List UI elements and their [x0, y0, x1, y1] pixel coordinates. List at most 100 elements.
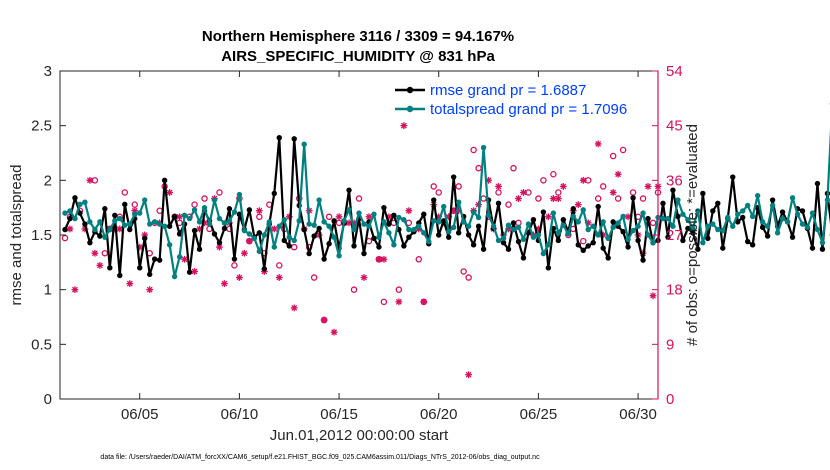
obs-possible-point — [555, 189, 562, 196]
spread-series-point — [102, 234, 108, 240]
left-tick-label: 1 — [44, 282, 52, 299]
obs-possible-point — [639, 195, 647, 202]
rmse-series-point — [580, 247, 586, 254]
obs-possible-point — [276, 262, 283, 269]
rmse-series-point — [764, 233, 771, 239]
obs-evaluated-point — [515, 195, 522, 202]
spread-series-point — [72, 215, 78, 222]
spread-series-point — [366, 223, 372, 229]
spread-series-point — [595, 232, 601, 238]
spread-series-point — [480, 144, 487, 151]
footer-data-file: data file: /Users/raeder/DAI/ATM_forcXX/… — [100, 454, 540, 461]
obs-possible-point — [619, 146, 627, 154]
rmse-series-point — [510, 220, 517, 226]
spread-series-point — [525, 221, 532, 227]
obs-evaluated-point — [365, 213, 373, 221]
obs-possible-point — [380, 298, 388, 306]
rmse-series-point — [779, 209, 786, 215]
rmse-series-point — [406, 234, 412, 240]
spread-series-point — [740, 208, 746, 214]
rmse-series-point — [246, 207, 253, 213]
rmse-series-point — [441, 218, 447, 224]
spread-series-point — [311, 222, 317, 228]
spread-series-point — [460, 219, 467, 225]
spread-series-point — [550, 210, 557, 216]
spread-series-point — [615, 220, 621, 226]
obs-evaluated-point — [191, 268, 198, 275]
obs-possible-point — [395, 286, 403, 293]
spread-series-point — [291, 237, 297, 244]
rmse-series-point — [176, 231, 183, 237]
spread-series-point — [446, 229, 452, 235]
spread-series-point — [112, 218, 118, 224]
rmse-series-point — [361, 250, 367, 257]
spread-series-point — [346, 207, 352, 213]
obs-evaluated-point — [360, 274, 368, 281]
spread-series-point — [789, 195, 796, 201]
rmse-series-point — [286, 243, 292, 249]
obs-evaluated-point — [290, 304, 298, 312]
rmse-series-point — [585, 243, 591, 249]
spread-series-point — [411, 226, 417, 233]
spread-series-point — [535, 232, 542, 238]
rmse-series-point — [715, 200, 721, 206]
obs-evaluated-point — [420, 298, 428, 306]
rmse-series-point — [730, 174, 736, 180]
right-tick-label: 0 — [666, 391, 674, 408]
legend-rmse-marker — [406, 86, 414, 94]
rmse-series-point — [720, 245, 726, 251]
x-tick-label: 06/30 — [619, 406, 657, 423]
rmse-series-point — [117, 272, 123, 279]
obs-possible-point — [201, 195, 208, 202]
obs-possible-point — [470, 146, 477, 154]
obs-possible-point — [256, 213, 263, 221]
obs-possible-point — [535, 195, 542, 202]
rmse-series-point — [610, 219, 616, 225]
right-tick-label: 9 — [666, 336, 674, 353]
obs-evaluated-point — [594, 140, 602, 148]
spread-series-point — [376, 234, 382, 240]
rmse-series-point — [645, 215, 651, 222]
obs-evaluated-point — [495, 183, 502, 190]
spread-series-point — [809, 210, 816, 216]
rmse-series-point — [107, 265, 113, 271]
spread-series-point — [236, 191, 243, 198]
rmse-series-point — [87, 239, 93, 246]
rmse-series-point — [690, 230, 696, 236]
spread-series-point — [819, 239, 826, 246]
rmse-series-point — [321, 256, 327, 262]
obs-evaluated-point — [465, 371, 473, 379]
rmse-series-point — [675, 213, 681, 220]
spread-series-point — [665, 215, 671, 222]
rmse-series-point — [421, 211, 427, 217]
rmse-series-point — [814, 180, 821, 187]
obs-evaluated-point — [579, 176, 587, 184]
left-tick-label: 0 — [44, 391, 52, 408]
rmse-series-point — [127, 226, 133, 233]
spread-series-point — [570, 213, 576, 220]
rmse-series-point — [231, 256, 238, 262]
spread-series-point — [470, 209, 477, 215]
spread-series-point — [540, 250, 547, 257]
x-tick-label: 06/20 — [420, 406, 458, 423]
obs-evaluated-point — [270, 225, 278, 233]
rmse-series-point — [256, 230, 263, 236]
obs-possible-point — [540, 177, 547, 184]
spread-series-point — [296, 218, 302, 224]
rmse-series-point — [480, 246, 487, 252]
rmse-series-point — [759, 224, 766, 231]
obs-evaluated-point — [71, 286, 79, 294]
spread-series-point — [764, 223, 771, 229]
spread-series-point — [450, 224, 457, 231]
rmse-series-point — [530, 216, 537, 223]
spread-series-point — [186, 215, 193, 222]
obs-possible-point — [216, 189, 223, 196]
rmse-series-point — [191, 227, 198, 234]
spread-series-point — [316, 197, 322, 203]
spread-series-point — [804, 224, 811, 231]
spread-series-point — [331, 234, 337, 240]
chart-title-line1: Northern Hemisphere 3116 / 3309 = 94.167… — [202, 28, 514, 45]
spread-series-point — [306, 221, 312, 227]
rmse-series-point — [570, 206, 576, 212]
rmse-series-point — [346, 187, 352, 193]
